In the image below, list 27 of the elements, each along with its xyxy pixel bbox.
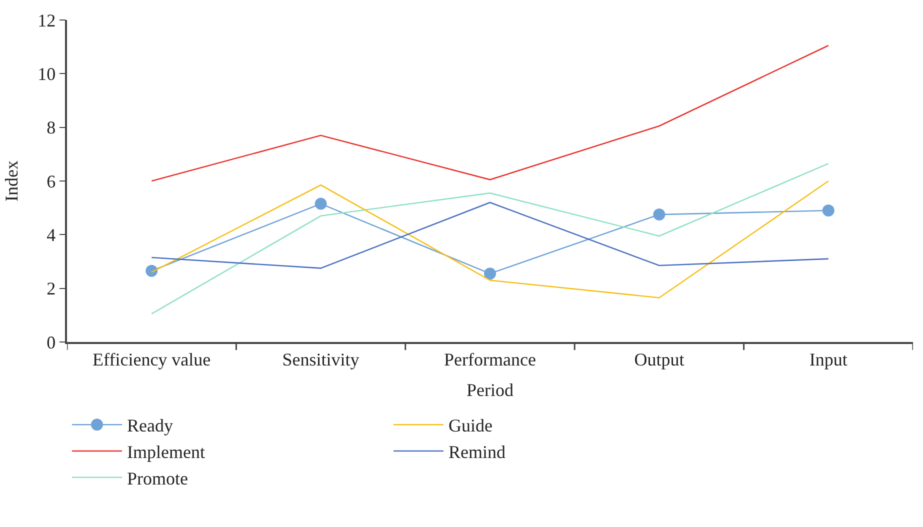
x-tick-label: Input (809, 349, 848, 370)
x-tick-label: Performance (444, 349, 536, 370)
legend-label: Promote (127, 468, 188, 488)
legend-label: Implement (127, 442, 205, 462)
y-axis-title: Index (1, 160, 22, 202)
x-tick-label: Efficiency value (92, 349, 211, 370)
y-tick-label: 2 (46, 278, 56, 299)
y-tick-label: 0 (46, 332, 56, 352)
x-tick-label: Sensitivity (282, 349, 360, 370)
x-tick-label: Output (634, 349, 684, 370)
point (314, 198, 327, 210)
legend-label: Ready (127, 416, 173, 436)
y-tick-label: 8 (46, 118, 56, 138)
line-series (150, 202, 830, 269)
point (484, 268, 496, 280)
point (146, 264, 158, 277)
legend-label: Guide (448, 416, 492, 436)
y-tick-label: 10 (38, 64, 56, 84)
point (822, 204, 834, 217)
y-tick-label: 12 (38, 10, 56, 30)
line-series (150, 162, 830, 314)
line-series (150, 44, 830, 182)
y-tick-label: 6 (46, 171, 56, 192)
legend-label: Remind (448, 442, 506, 462)
x-axis-title: Period (466, 380, 514, 400)
point (653, 208, 666, 221)
y-tick-label: 4 (46, 224, 56, 245)
